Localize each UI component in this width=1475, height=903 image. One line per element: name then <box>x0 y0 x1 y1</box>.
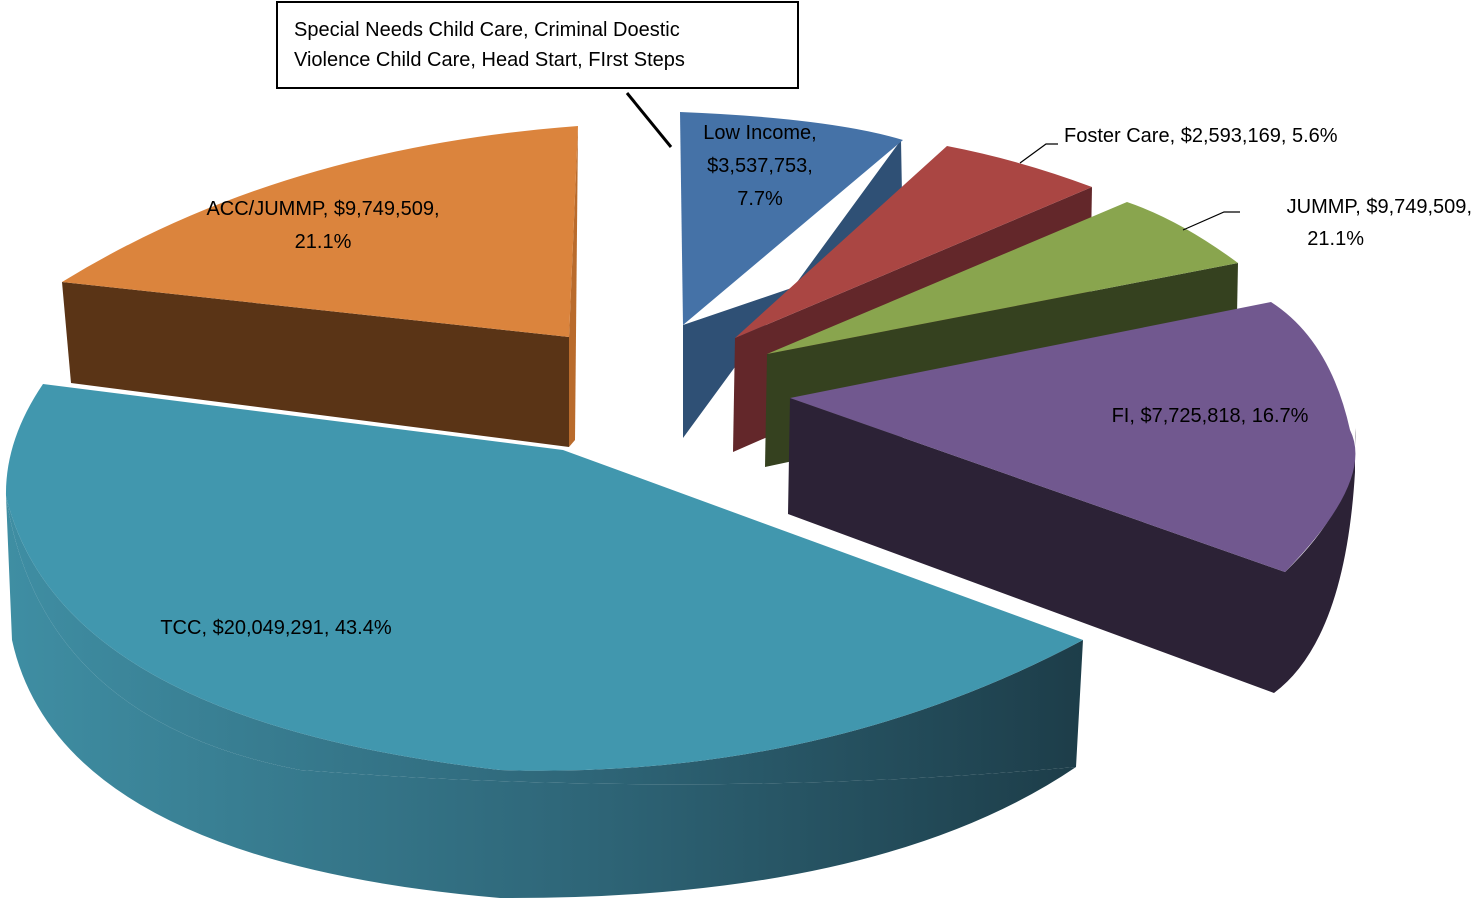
callout-line-2: Violence Child Care, Head Start, FIrst S… <box>294 49 685 71</box>
label-acc-jummp-line2: 21.1% <box>295 231 352 253</box>
label-tcc: TCC, $20,049,291, 43.4% <box>160 617 392 639</box>
label-low-income-line1: Low Income, <box>703 122 816 144</box>
jummp-leader-line <box>1182 211 1240 231</box>
slice-low-income-top <box>680 112 903 325</box>
slice-jummp-top <box>767 202 1238 354</box>
foster-care-leader-line <box>1019 143 1058 164</box>
slice-acc-jummp-top <box>62 126 578 337</box>
slice-fi-side <box>788 398 1356 693</box>
slice-fi[interactable] <box>788 302 1356 693</box>
slice-low-income[interactable] <box>680 112 903 438</box>
slice-tcc-side-lower <box>6 496 1076 899</box>
label-low-income-line3: 7.7% <box>737 188 783 210</box>
slice-acc-jummp[interactable] <box>62 126 578 447</box>
slice-tcc-side <box>6 496 1083 785</box>
slice-foster-care-top <box>735 146 1092 338</box>
callout-leader-line <box>625 92 673 148</box>
label-jummp-line2: 21.1% <box>1307 228 1364 250</box>
label-fi: FI, $7,725,818, 16.7% <box>1112 405 1309 427</box>
slice-fi-top <box>790 302 1356 572</box>
slice-tcc-top <box>5 384 1083 771</box>
label-low-income-line2: $3,537,753, <box>707 155 813 177</box>
label-foster-care: Foster Care, $2,593,169, 5.6% <box>1064 125 1338 147</box>
label-acc-jummp-line1: ACC/JUMMP, $9,749,509, <box>206 198 439 220</box>
slice-low-income-side <box>683 140 903 438</box>
callout-box: Special Needs Child Care, Criminal Doest… <box>276 1 799 89</box>
slice-acc-jummp-edge <box>569 126 578 447</box>
slice-tcc[interactable] <box>5 384 1083 899</box>
callout-line-1: Special Needs Child Care, Criminal Doest… <box>294 19 680 41</box>
label-jummp-line1: JUMMP, $9,749,509, <box>1287 196 1472 218</box>
